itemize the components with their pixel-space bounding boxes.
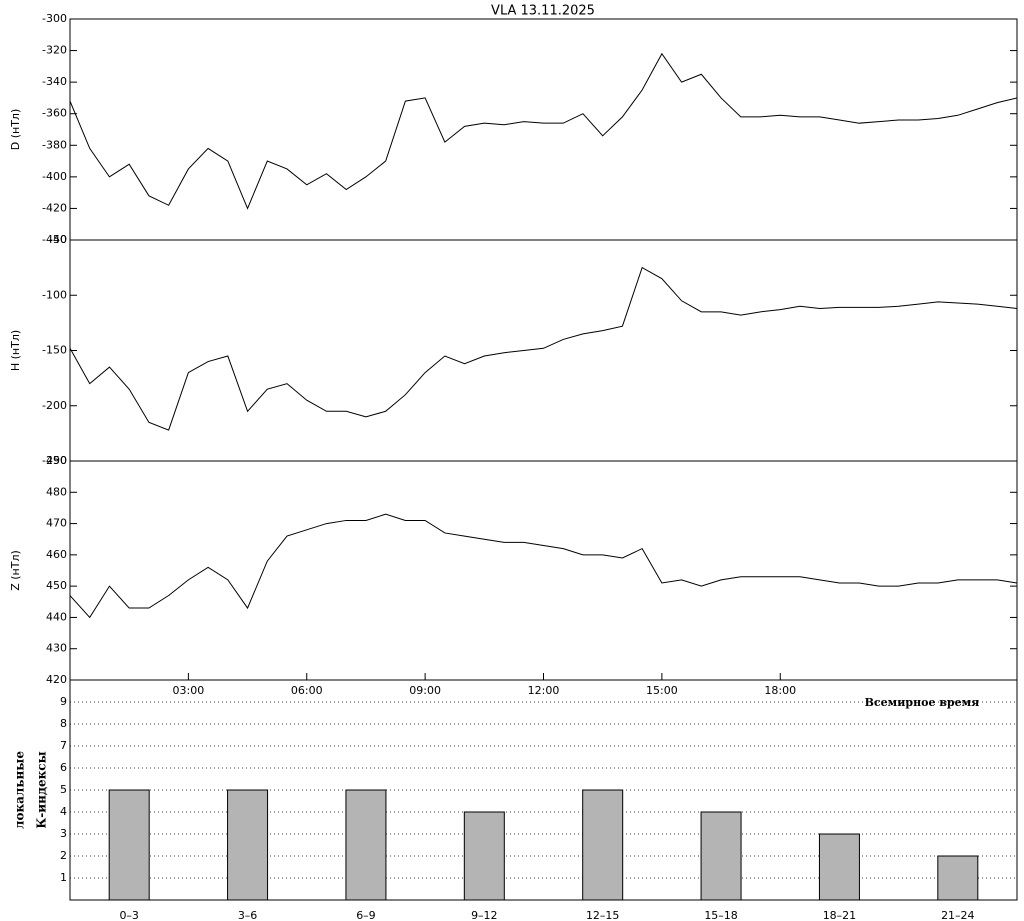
y-tick-label: -100: [42, 288, 67, 301]
x-tick-label: 18–21: [823, 909, 857, 921]
y-tick-label: 470: [46, 517, 67, 530]
y-tick-label: -150: [42, 344, 67, 357]
bar: [700, 811, 742, 901]
bar: [227, 789, 269, 901]
x-tick-label: 18:00: [764, 684, 796, 697]
y-tick-label: 420: [46, 673, 67, 686]
panel-frame: [69, 460, 1018, 681]
y-tick-label: 2: [60, 849, 67, 862]
y-tick-label: -340: [42, 75, 67, 88]
y-tick-label: 3: [60, 827, 67, 840]
x-axis-label: Всемирное время: [865, 696, 980, 709]
y-tick-label: -320: [42, 44, 67, 57]
x-tick-label: 6–9: [356, 909, 376, 921]
x-tick-label: 21–24: [941, 909, 975, 921]
x-tick-label: 06:00: [291, 684, 323, 697]
data-line: [69, 52, 1018, 210]
x-tick-label: 9–12: [471, 909, 498, 921]
y-tick-label: -400: [42, 170, 67, 183]
y-axis-label: D (нТл): [9, 109, 22, 151]
x-tick-label: 09:00: [409, 684, 441, 697]
bar: [463, 811, 505, 901]
y-tick-label: 450: [46, 579, 67, 592]
data-line: [69, 266, 1018, 431]
y-tick-label: -250: [42, 454, 67, 467]
x-tick-label: 0–3: [119, 909, 139, 921]
data-line: [69, 513, 1018, 619]
y-tick-label: 6: [60, 761, 67, 774]
y-tick-label: 480: [46, 485, 67, 498]
y-tick-label: 1: [60, 871, 67, 884]
x-tick-label: 15–18: [704, 909, 738, 921]
bar: [818, 833, 860, 901]
x-tick-label: 15:00: [646, 684, 678, 697]
y-tick-label: 9: [60, 695, 67, 708]
bar: [345, 789, 387, 901]
y-tick-label: -380: [42, 138, 67, 151]
y-tick-label: -300: [42, 12, 67, 25]
panel-frame: [69, 239, 1018, 462]
y-tick-label: -440: [42, 233, 67, 246]
y-tick-label: -50: [49, 233, 67, 246]
y-tick-label: 4: [60, 805, 67, 818]
y-tick-label: 8: [60, 717, 67, 730]
chart-title: VLA 13.11.2025: [491, 4, 595, 19]
y-tick-label: 430: [46, 642, 67, 655]
y-axis-label: H (нТл): [9, 330, 22, 371]
y-axis-label: К-индексы: [35, 751, 49, 828]
x-tick-label: 12–15: [586, 909, 620, 921]
bar: [108, 789, 150, 901]
y-tick-label: 5: [60, 783, 67, 796]
x-tick-label: 03:00: [173, 684, 205, 697]
y-tick-label: -360: [42, 107, 67, 120]
x-tick-label: 12:00: [528, 684, 560, 697]
y-tick-label: -200: [42, 399, 67, 412]
y-tick-label: -420: [42, 201, 67, 214]
bar: [937, 855, 979, 901]
y-axis-label: локальные: [13, 751, 27, 829]
y-tick-label: 7: [60, 739, 67, 752]
panel-frame: [69, 679, 1018, 901]
y-tick-label: 440: [46, 610, 67, 623]
x-tick-label: 3–6: [238, 909, 258, 921]
y-tick-label: 460: [46, 548, 67, 561]
y-tick-label: 490: [46, 454, 67, 467]
bar: [582, 789, 624, 901]
y-axis-label: Z (нТл): [9, 550, 22, 591]
panel-frame: [69, 18, 1018, 241]
